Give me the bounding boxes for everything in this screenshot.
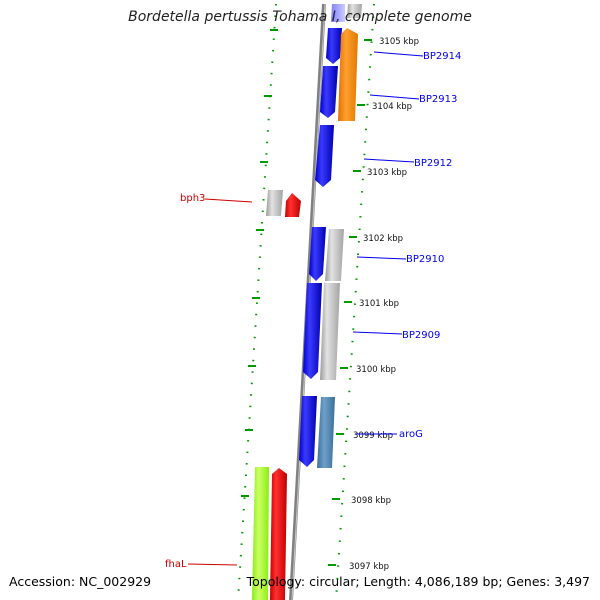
gene-bp2910-grey[interactable] [325, 229, 344, 281]
kbp-label-3104: 3104 kbp [372, 102, 412, 112]
forward-genes [299, 4, 362, 468]
major-ticks [328, 39, 372, 566]
gene-arog-blue[interactable] [299, 396, 317, 467]
reverse-leader-lines [187, 198, 253, 566]
gene-bp2909-grey[interactable] [320, 283, 340, 380]
kbp-label-3101: 3101 kbp [359, 299, 399, 309]
gene-fhal[interactable] [270, 468, 287, 600]
gene-bp2913[interactable] [320, 66, 338, 118]
reverse-genes [252, 190, 301, 600]
gene-bph3-grey[interactable] [266, 190, 283, 216]
kbp-label-3100: 3100 kbp [356, 365, 396, 375]
kbp-label-3103: 3103 kbp [367, 168, 407, 178]
kbp-labels: 3105 kbp 3104 kbp 3103 kbp 3102 kbp 3101… [349, 37, 419, 572]
gene-labels: BP2914 BP2913 BP2912 BP2910 BP2909 aroG … [165, 51, 461, 570]
kbp-label-3105: 3105 kbp [379, 37, 419, 47]
map-title: Bordetella pertussis Tohama I, complete … [128, 9, 472, 25]
label-bp2912: BP2912 [414, 158, 452, 169]
label-fhal: fhaL [165, 559, 187, 570]
gene-arog[interactable] [317, 397, 335, 468]
gene-bp2910[interactable] [309, 227, 326, 281]
kbp-label-3099: 3099 kbp [353, 431, 393, 441]
gene-bp2914[interactable] [326, 28, 342, 64]
label-bp2914: BP2914 [423, 51, 461, 62]
label-bp2913: BP2913 [419, 94, 457, 105]
gene-bph3[interactable] [285, 193, 301, 217]
forward-leader-lines [352, 51, 424, 335]
label-bph3: bph3 [180, 193, 205, 204]
gene-fhal-lime[interactable] [252, 467, 269, 600]
kbp-label-3098: 3098 kbp [351, 496, 391, 506]
gene-bp2912[interactable] [315, 125, 334, 187]
accession-label: Accession: NC_002929 [9, 574, 152, 589]
gene-top-grey [347, 4, 362, 18]
gene-orange[interactable] [338, 28, 358, 121]
kbp-label-3102: 3102 kbp [363, 234, 403, 244]
topology-summary: Topology: circular; Length: 4,086,189 bp… [246, 574, 590, 589]
label-arog: aroG [399, 429, 423, 440]
label-bp2909: BP2909 [402, 330, 440, 341]
label-bp2910: BP2910 [406, 254, 444, 265]
inner-major-ticks [241, 29, 278, 497]
kbp-label-3097: 3097 kbp [349, 562, 389, 572]
gene-top-light-blue [331, 4, 345, 22]
gene-bp2909[interactable] [303, 283, 322, 379]
